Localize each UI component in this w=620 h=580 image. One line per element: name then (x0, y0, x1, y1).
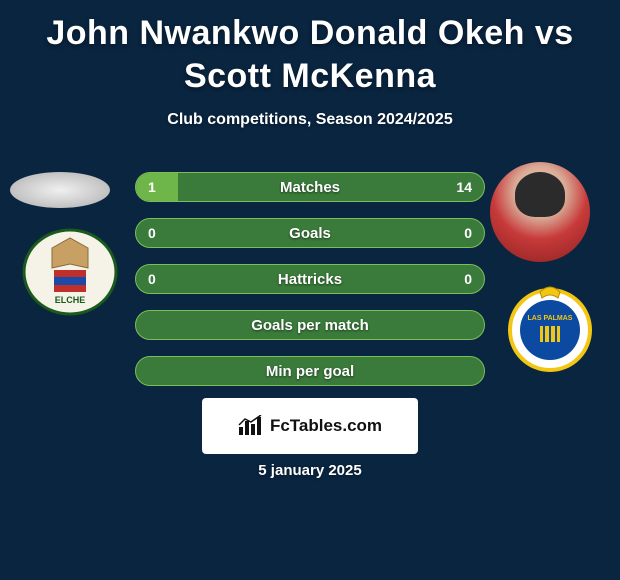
page-title: John Nwankwo Donald Okeh vs Scott McKenn… (0, 0, 620, 97)
brand-box[interactable]: FcTables.com (202, 398, 418, 454)
svg-text:ELCHE: ELCHE (55, 295, 86, 305)
stat-label: Matches (136, 173, 484, 201)
subtitle: Club competitions, Season 2024/2025 (0, 111, 620, 129)
brand-text: FcTables.com (270, 416, 382, 436)
stat-value-right: 14 (456, 173, 472, 201)
elche-badge-icon: ELCHE (22, 228, 118, 316)
date-text: 5 january 2025 (0, 462, 620, 479)
stat-row-goals-per-match: Goals per match (135, 310, 485, 340)
comparison-card: John Nwankwo Donald Okeh vs Scott McKenn… (0, 0, 620, 580)
stat-label: Min per goal (136, 357, 484, 385)
player-photo-left (10, 172, 110, 208)
las-palmas-badge-icon: LAS PALMAS (500, 280, 600, 372)
stat-value-right: 0 (464, 219, 472, 247)
club-badge-right: LAS PALMAS (500, 280, 600, 372)
svg-text:LAS PALMAS: LAS PALMAS (528, 315, 573, 322)
stat-row-hattricks: 0 Hattricks 0 (135, 264, 485, 294)
stat-label: Hattricks (136, 265, 484, 293)
stat-row-matches: 1 Matches 14 (135, 172, 485, 202)
club-badge-left: ELCHE (22, 228, 118, 316)
player-photo-right (490, 162, 590, 262)
bar-chart-icon (238, 415, 264, 437)
stat-value-right: 0 (464, 265, 472, 293)
stats-bars: 1 Matches 14 0 Goals 0 0 Hattricks 0 Goa… (135, 172, 485, 402)
stat-row-goals: 0 Goals 0 (135, 218, 485, 248)
stat-label: Goals per match (136, 311, 484, 339)
stat-label: Goals (136, 219, 484, 247)
stat-row-min-per-goal: Min per goal (135, 356, 485, 386)
